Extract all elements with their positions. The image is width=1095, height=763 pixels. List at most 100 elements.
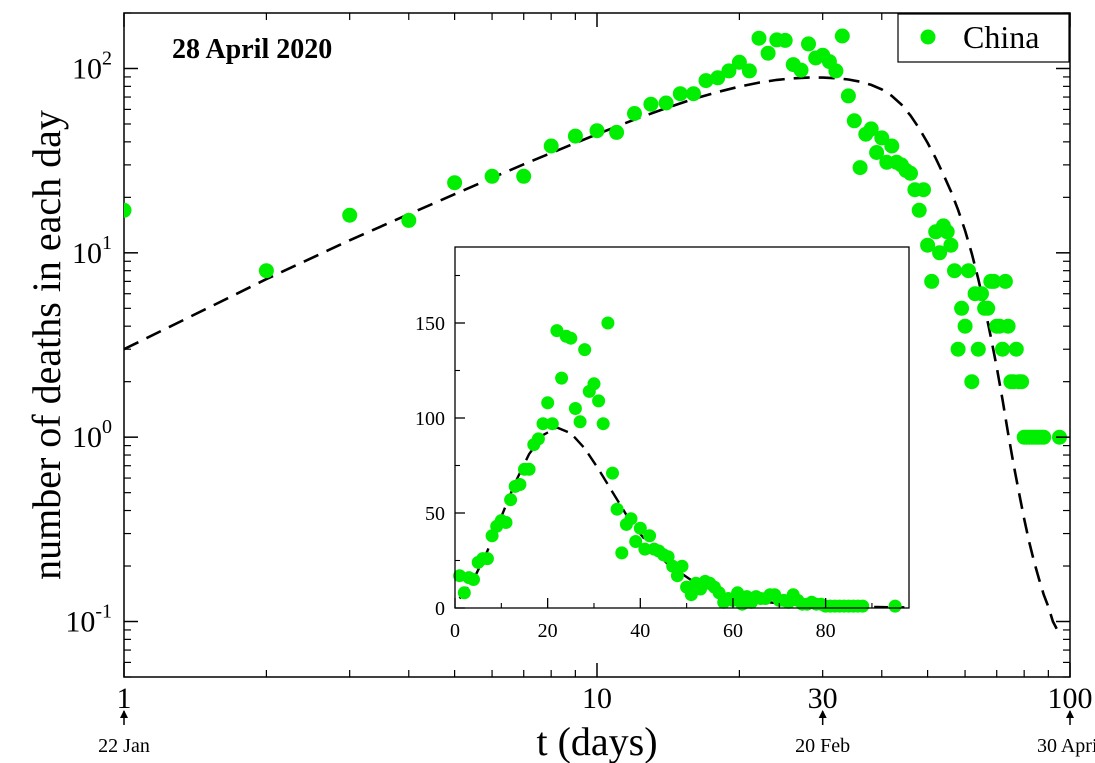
main-data-point (939, 224, 955, 240)
main-data-point (911, 202, 927, 218)
inset-y-tick-label: 50 (425, 503, 445, 525)
main-data-point (760, 45, 776, 61)
inset-y-tick-label: 0 (435, 598, 445, 620)
main-data-point (920, 237, 936, 253)
inset-data-point (564, 331, 578, 345)
main-data-point (834, 28, 850, 44)
main-fit-curve (124, 76, 1059, 631)
main-data-point (543, 138, 559, 154)
annotation-arrow-head (818, 710, 827, 718)
inset-y-tick-label: 150 (415, 313, 445, 335)
main-data-point (924, 273, 940, 289)
main-data-point (741, 63, 757, 79)
inset-data-point (573, 415, 587, 429)
inset-data-point (610, 502, 624, 516)
main-data-point (721, 63, 737, 79)
y-tick-label: 101 (72, 232, 112, 270)
main-data-point (589, 123, 605, 139)
inset-x-tick-label: 40 (630, 620, 650, 642)
main-data-point (863, 121, 879, 137)
inset-data-point (633, 521, 647, 535)
main-axes: 1 10 30 100 10-1 100 101 102 (65, 12, 1093, 715)
main-data-point (567, 128, 583, 144)
y-tick-label: 10-1 (65, 601, 112, 639)
date-annotations: 22 Jan 20 Feb 30 April (98, 710, 1095, 757)
main-data-point (943, 237, 959, 253)
inset-data-point (638, 542, 652, 556)
main-data-point (995, 341, 1010, 357)
x-tick-label: 1 (117, 682, 132, 715)
main-data-point (793, 62, 809, 78)
inset-data-point (467, 573, 480, 586)
inset-data-point (522, 462, 536, 476)
inset-data-point (536, 417, 550, 431)
main-data-point (609, 124, 625, 140)
inset-data-point (550, 324, 564, 338)
inset-data-point (592, 394, 606, 408)
main-data-point (672, 86, 688, 102)
main-data-point (916, 182, 931, 198)
main-data-point (258, 263, 274, 279)
main-data-point (932, 245, 948, 261)
y-tick-label: 100 (72, 416, 112, 454)
main-data-point (974, 286, 989, 302)
main-data-point (751, 30, 767, 46)
main-data-point (947, 263, 962, 279)
main-data-point (124, 202, 132, 218)
inset-x-tick-label: 60 (723, 620, 743, 642)
main-data-point (874, 130, 890, 146)
main-data-point (884, 138, 900, 154)
inset-data-point (856, 599, 870, 613)
inset-data-point (457, 586, 471, 600)
x-tick-label: 100 (1048, 682, 1093, 715)
inset-x-tick-label: 0 (450, 620, 460, 642)
inset-data-point (480, 552, 494, 566)
y-axis-label: number of deaths in each day (24, 110, 69, 580)
legend-label-china: China (963, 19, 1039, 55)
inset-y-tick-label: 100 (415, 408, 445, 430)
inset-data-point (596, 417, 610, 431)
main-data-point (840, 88, 856, 104)
main-data-point (342, 207, 358, 223)
inset-data-point (545, 417, 559, 431)
main-data-point (980, 300, 996, 316)
main-data-point (1014, 374, 1030, 390)
inset-data-point (513, 478, 527, 491)
main-data-point (997, 273, 1013, 289)
main-data-point (731, 54, 747, 70)
main-data-point (903, 165, 918, 181)
annotation-label: 30 April (1037, 735, 1095, 757)
inset-data-point (629, 535, 643, 548)
main-data-point (964, 374, 980, 390)
legend: China (897, 13, 1070, 63)
annotation-label: 20 Feb (795, 735, 850, 757)
main-data-point (986, 273, 1002, 289)
inset-data-point (606, 466, 619, 480)
main-data-point (846, 113, 862, 129)
annotation-arrow-head (1066, 710, 1074, 718)
x-tick-label: 30 (808, 682, 838, 715)
inset-data-point (888, 599, 902, 613)
inset-background (455, 247, 909, 608)
main-data-point (484, 168, 500, 184)
legend-marker (920, 29, 936, 45)
inset-x-tick-label: 80 (816, 620, 836, 642)
main-data-point (710, 70, 726, 86)
inset-data-point (601, 316, 615, 330)
x-axis-label: t (days) (536, 719, 657, 763)
main-data-point (516, 168, 532, 184)
main-data-point (954, 300, 970, 316)
inset-data-point (643, 529, 657, 543)
inset-data-point (587, 377, 601, 391)
main-data-point (1036, 429, 1052, 445)
main-data-point (970, 341, 986, 357)
main-data-point (852, 160, 868, 176)
main-data-point (777, 32, 793, 48)
main-data-point (447, 175, 463, 191)
inset-data-point (578, 343, 592, 357)
main-data-point (401, 212, 417, 228)
main-data-point (950, 341, 966, 357)
inset-plot-frame (454, 246, 910, 609)
inset-axes: 0 20 40 60 80 0 50 100 150 (415, 274, 873, 642)
